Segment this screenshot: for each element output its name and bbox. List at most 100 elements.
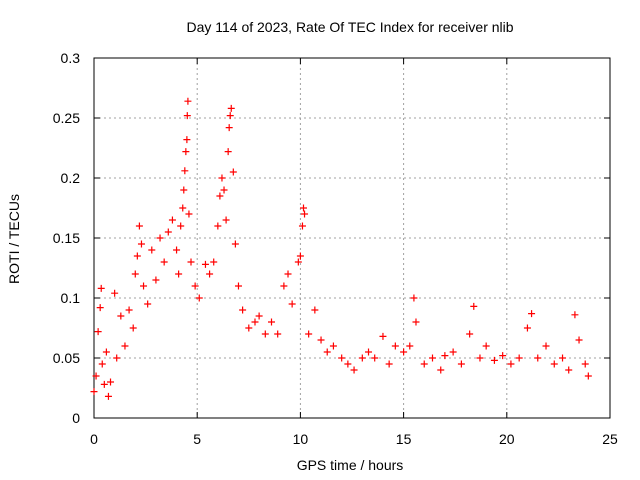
data-point-marker — [92, 372, 100, 380]
data-point-marker — [385, 360, 393, 368]
data-point-marker — [182, 148, 190, 156]
data-point-marker — [482, 342, 490, 350]
plot-border — [93, 57, 611, 419]
data-point-marker — [234, 282, 242, 290]
data-point-marker — [301, 210, 309, 218]
data-point-marker — [534, 354, 542, 362]
data-point-marker — [175, 270, 183, 278]
data-point-marker — [350, 366, 358, 374]
data-point-marker — [173, 246, 181, 254]
data-point-marker — [181, 167, 189, 175]
data-point-marker — [298, 222, 306, 230]
data-point-marker — [299, 204, 307, 212]
data-point-marker — [117, 312, 125, 320]
data-point-marker — [185, 210, 193, 218]
data-point-marker — [220, 186, 228, 194]
y-tick-label: 0.3 — [61, 50, 81, 66]
data-point-marker — [216, 192, 224, 200]
data-point-marker — [144, 300, 152, 308]
data-point-marker — [201, 260, 209, 268]
data-point-marker — [97, 284, 105, 292]
data-point-marker — [284, 270, 292, 278]
axis-ticks: 0 5 10 15 20 25 0 0.05 0.1 0.15 0.2 0.25 0.3 — [53, 50, 618, 447]
y-axis-label: ROTI / TECUs — [6, 194, 22, 284]
data-point-marker — [571, 311, 579, 319]
data-point-marker — [507, 360, 515, 368]
y-tick-label: 0.25 — [53, 110, 80, 126]
data-point-marker — [457, 360, 465, 368]
y-tick-label: 0.1 — [61, 290, 81, 306]
data-point-marker — [466, 330, 474, 338]
data-point-marker — [96, 304, 104, 312]
data-point-marker — [222, 216, 230, 224]
data-point-marker — [125, 306, 133, 314]
x-tick-label: 5 — [193, 431, 201, 447]
data-point-marker — [379, 332, 387, 340]
data-point-marker — [559, 354, 567, 362]
data-point-marker — [98, 360, 106, 368]
data-point-marker — [515, 354, 523, 362]
x-tick-label: 15 — [396, 431, 412, 447]
data-point-marker — [268, 318, 276, 326]
data-point-marker — [184, 97, 192, 105]
plot-frame — [93, 57, 611, 419]
data-point-marker — [164, 228, 172, 236]
data-point-marker — [470, 302, 478, 310]
data-point-marker — [294, 258, 302, 266]
data-point-marker — [358, 354, 366, 362]
data-point-marker — [160, 258, 168, 266]
x-axis-label: GPS time / hours — [297, 457, 404, 473]
data-point-marker — [581, 360, 589, 368]
data-point-marker — [412, 318, 420, 326]
data-point-marker — [229, 168, 237, 176]
plot-grid — [94, 58, 610, 418]
data-point-marker — [329, 342, 337, 350]
data-point-marker — [441, 352, 449, 360]
data-point-marker — [449, 348, 457, 356]
data-markers — [90, 97, 592, 400]
data-point-marker — [227, 104, 235, 112]
y-tick-label: 0.15 — [53, 230, 80, 246]
data-point-marker — [323, 348, 331, 356]
data-point-marker — [391, 342, 399, 350]
x-tick-label: 10 — [293, 431, 309, 447]
data-point-marker — [255, 312, 263, 320]
data-point-marker — [94, 328, 102, 336]
data-point-marker — [179, 204, 187, 212]
data-point-marker — [195, 294, 203, 302]
data-point-marker — [245, 324, 253, 332]
data-point-marker — [565, 366, 573, 374]
data-point-marker — [261, 330, 269, 338]
data-point-marker — [135, 222, 143, 230]
data-point-marker — [317, 336, 325, 344]
data-point-marker — [239, 306, 247, 314]
data-point-marker — [137, 240, 145, 248]
data-point-marker — [251, 318, 259, 326]
data-point-marker — [296, 252, 304, 260]
data-point-marker — [168, 216, 176, 224]
data-point-marker — [476, 354, 484, 362]
data-point-marker — [499, 352, 507, 360]
data-point-marker — [528, 310, 536, 318]
data-point-marker — [550, 360, 558, 368]
data-point-marker — [152, 276, 160, 284]
data-point-marker — [288, 300, 296, 308]
data-point-marker — [180, 186, 188, 194]
data-point-marker — [437, 366, 445, 374]
data-point-marker — [131, 270, 139, 278]
data-point-marker — [584, 372, 592, 380]
x-tick-label: 20 — [499, 431, 515, 447]
x-tick-label: 0 — [90, 431, 98, 447]
data-point-marker — [129, 324, 137, 332]
data-point-marker — [140, 282, 148, 290]
y-tick-label: 0.05 — [53, 350, 80, 366]
data-point-marker — [226, 112, 234, 120]
data-point-marker — [133, 252, 141, 260]
data-point-marker — [104, 392, 112, 400]
data-point-marker — [156, 234, 164, 242]
data-point-marker — [218, 174, 226, 182]
x-tick-label: 25 — [602, 431, 618, 447]
data-point-marker — [90, 388, 98, 396]
data-point-marker — [214, 222, 222, 230]
